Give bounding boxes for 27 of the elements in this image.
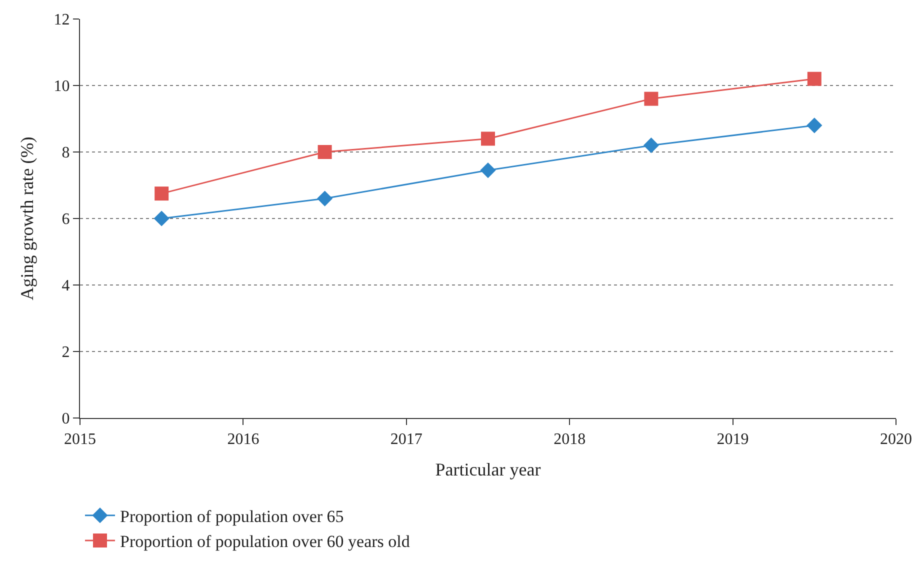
y-tick-label: 10 xyxy=(54,78,70,96)
x-tick-label: 2016 xyxy=(227,431,260,448)
x-tick-label: 2015 xyxy=(64,431,96,448)
point xyxy=(644,92,658,106)
point xyxy=(643,138,659,154)
x-tick-label: 2019 xyxy=(716,431,749,448)
y-tick-label: 6 xyxy=(62,211,70,228)
y-tick-label: 8 xyxy=(62,144,70,162)
y-axis-title: Aging growth rate (%) xyxy=(17,136,37,300)
point xyxy=(318,145,332,159)
point xyxy=(480,162,496,178)
y-tick-label: 12 xyxy=(54,12,70,29)
x-tick-label: 2017 xyxy=(390,431,422,448)
y-tick-label: 0 xyxy=(62,410,70,428)
point xyxy=(154,210,170,226)
x-tick-label: 2020 xyxy=(880,431,912,448)
point xyxy=(807,72,822,86)
x-tick-label: 2018 xyxy=(554,431,586,448)
y-tick-label: 4 xyxy=(62,278,70,295)
y-tick-label: 2 xyxy=(62,344,70,362)
point xyxy=(481,132,495,146)
point xyxy=(154,186,169,201)
legend-label: Proportion of population over 65 xyxy=(120,506,344,526)
x-axis-title: Particular year xyxy=(435,459,541,480)
point xyxy=(806,118,822,134)
legend-label: Proportion of population over 60 years old xyxy=(120,532,410,552)
point xyxy=(317,190,333,206)
